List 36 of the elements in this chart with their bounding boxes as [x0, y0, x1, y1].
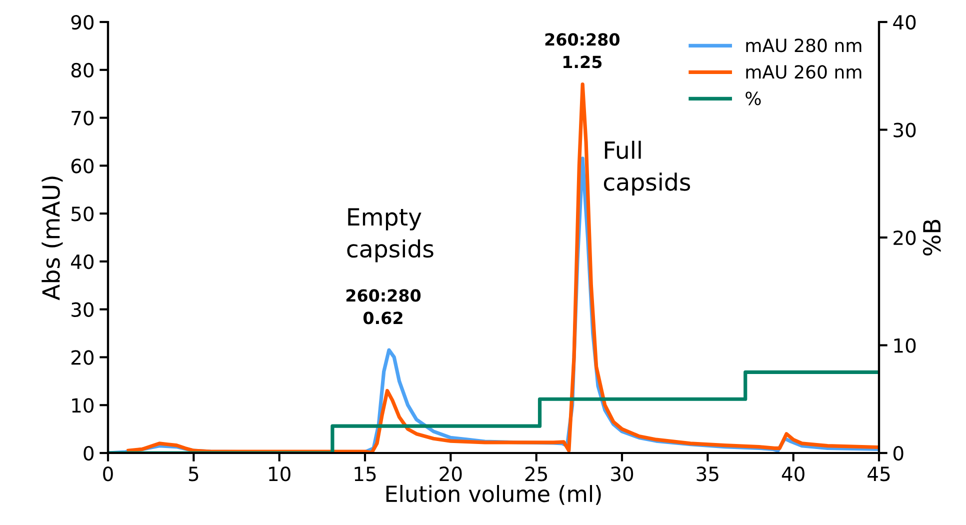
x-tick-label: 20 [440, 466, 462, 482]
y-tick-label: 50 [72, 206, 94, 222]
x-tick-label: 30 [611, 466, 634, 482]
y2-tick-label: 20 [894, 230, 916, 246]
legend-label: % [746, 92, 761, 106]
annotation: 260:280 0.62 [346, 289, 421, 324]
x-tick-label: 15 [354, 466, 376, 482]
y-tick-label: 40 [71, 254, 94, 270]
x-tick-label: 35 [696, 466, 718, 482]
legend-label: mAU 280 nm [746, 38, 862, 52]
y-tick-label: 90 [71, 14, 94, 30]
y-tick-label: 10 [72, 398, 94, 413]
x-tick-label: 0 [103, 466, 113, 482]
y2-axis-title: %B [922, 220, 941, 256]
y-tick-label: 80 [71, 62, 94, 78]
y-tick-label: 0 [84, 446, 94, 461]
y2-tick-label: 30 [894, 122, 916, 138]
x-axis-title: Elution volume (ml) [386, 485, 601, 505]
x-tick-label: 10 [269, 466, 290, 482]
x-tick-label: 45 [868, 466, 890, 482]
y-tick-label: 20 [71, 350, 94, 365]
legend-label: mAU 260 nm [746, 65, 862, 79]
y2-tick-label: 0 [893, 446, 904, 461]
line-series [126, 82, 879, 453]
y-tick-label: 60 [71, 158, 94, 174]
annotation: Empty capsids [347, 208, 434, 262]
x-tick-label: 40 [782, 466, 804, 482]
y2-tick-label: 40 [893, 14, 916, 30]
annotation: Full capsids [604, 140, 690, 196]
y-tick-label: 30 [72, 302, 94, 317]
x-tick-label: 5 [188, 466, 198, 482]
y2-tick-label: 10 [894, 338, 916, 353]
annotation: 260:280 1.25 [545, 33, 620, 68]
x-tick-label: 25 [525, 466, 548, 482]
y-axis-title: Abs (mAU) [42, 176, 63, 300]
y-tick-label: 70 [72, 110, 94, 126]
